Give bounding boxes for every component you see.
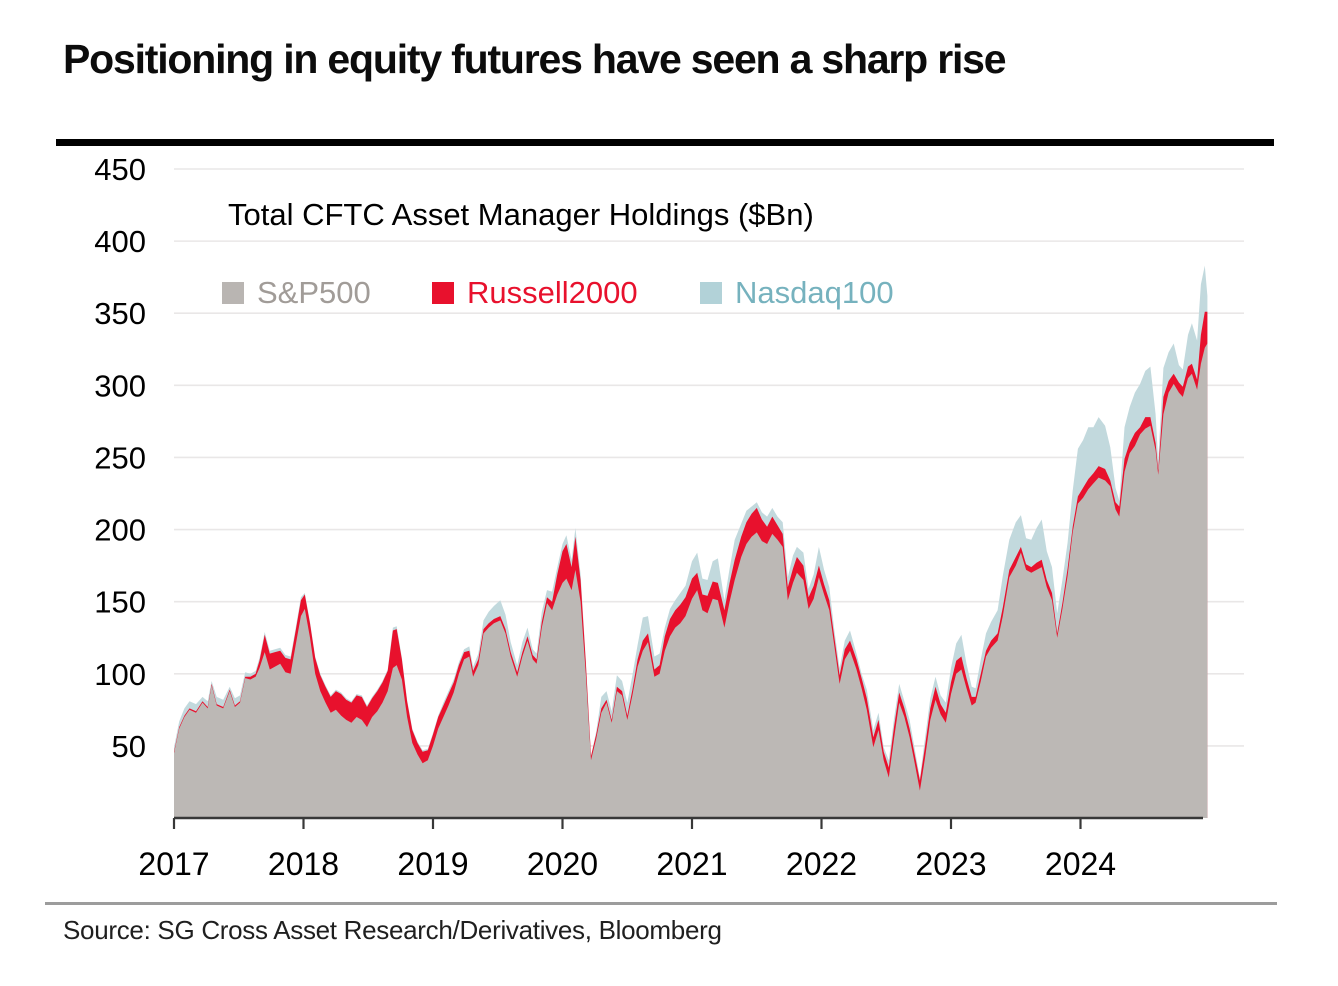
title-divider-bar bbox=[56, 139, 1274, 146]
y-tick-label-400: 400 bbox=[94, 224, 146, 259]
x-tick-label-2023: 2023 bbox=[915, 846, 986, 882]
x-tick-label-2017: 2017 bbox=[138, 846, 209, 882]
legend-item-sp500: S&P500 bbox=[222, 275, 371, 310]
area-sp500 bbox=[174, 343, 1208, 818]
legend-label-nasdaq100: Nasdaq100 bbox=[735, 275, 894, 310]
x-tick-label-2024: 2024 bbox=[1045, 846, 1116, 882]
x-axis-ticks bbox=[172, 818, 1082, 829]
y-tick-label-100: 100 bbox=[94, 657, 146, 692]
legend-label-russell2000: Russell2000 bbox=[467, 275, 638, 310]
x-tick-label-2021: 2021 bbox=[656, 846, 727, 882]
nasdaq100-swatch-icon bbox=[700, 282, 722, 304]
russell2000-swatch-icon bbox=[432, 282, 454, 304]
x-tick-label-2022: 2022 bbox=[786, 846, 857, 882]
chart-subtitle: Total CFTC Asset Manager Holdings ($Bn) bbox=[228, 197, 814, 232]
page-title: Positioning in equity futures have seen … bbox=[63, 36, 1007, 82]
y-tick-label-250: 250 bbox=[94, 440, 146, 475]
source-divider bbox=[45, 902, 1277, 905]
legend-label-sp500: S&P500 bbox=[257, 275, 371, 310]
y-tick-label-350: 350 bbox=[94, 296, 146, 331]
y-tick-label-450: 450 bbox=[94, 152, 146, 187]
legend-item-nasdaq100: Nasdaq100 bbox=[700, 275, 894, 310]
sp500-swatch-icon bbox=[222, 282, 244, 304]
y-tick-label-300: 300 bbox=[94, 368, 146, 403]
x-tick-label-2018: 2018 bbox=[268, 846, 339, 882]
y-tick-label-200: 200 bbox=[94, 513, 146, 548]
chart-legend: S&P500 Russell2000 Nasdaq100 bbox=[222, 275, 982, 310]
x-tick-label-2019: 2019 bbox=[397, 846, 468, 882]
legend-item-russell2000: Russell2000 bbox=[432, 275, 638, 310]
y-tick-label-150: 150 bbox=[94, 585, 146, 620]
y-tick-label-50: 50 bbox=[112, 729, 146, 764]
y-axis-labels: 50 100 150 200 250 300 350 400 450 bbox=[94, 152, 146, 764]
x-axis-labels: 2017 2018 2019 2020 2021 2022 2023 2024 bbox=[138, 846, 1116, 882]
x-tick-label-2020: 2020 bbox=[527, 846, 598, 882]
source-text: Source: SG Cross Asset Research/Derivati… bbox=[63, 915, 722, 945]
